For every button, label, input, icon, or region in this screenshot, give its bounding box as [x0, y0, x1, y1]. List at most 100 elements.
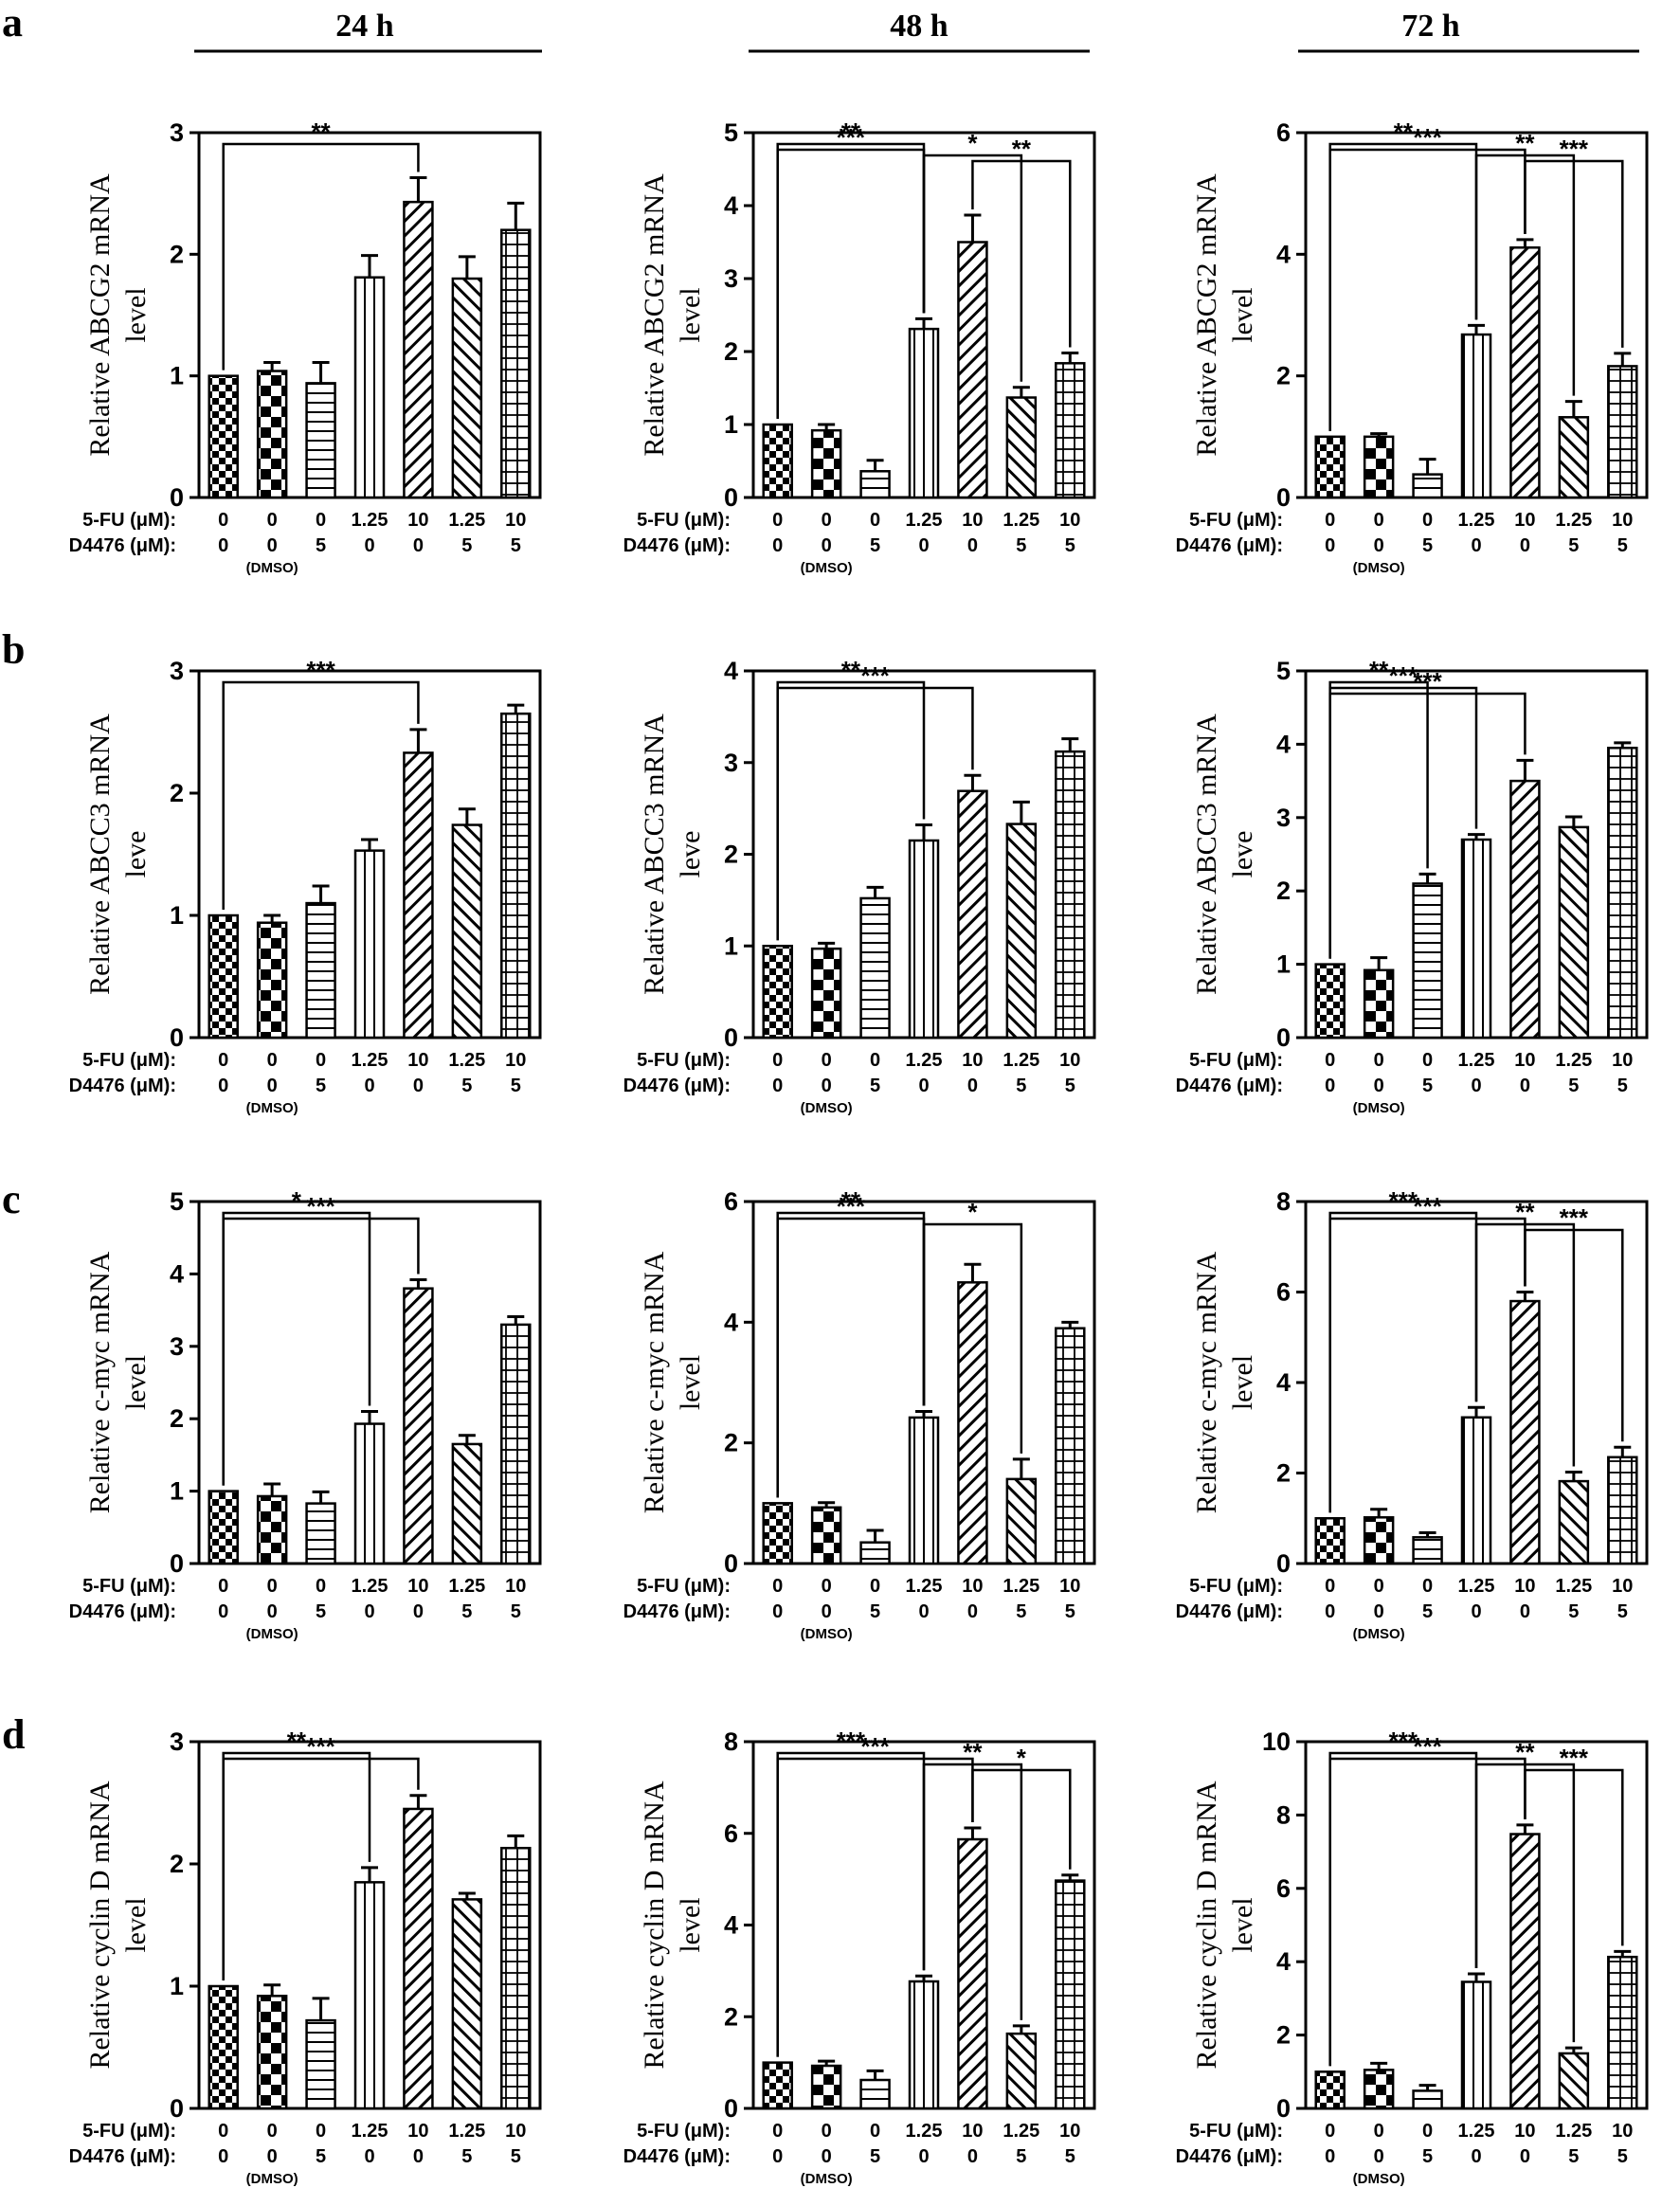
- chart-a-1-x-d4476-2: 0: [267, 535, 278, 556]
- chart-b-1-ytick-label: 0: [170, 1023, 184, 1052]
- chart-b-3-row-label-d4476: D4476 (μM):: [1176, 1076, 1283, 1096]
- chart-a-2-sig-bracket-4: [971, 159, 1072, 348]
- chart-c-3-sig-label-4: ***: [1560, 1203, 1589, 1232]
- chart-b-3-x-d4476-5: 0: [1520, 1076, 1530, 1096]
- chart-c-2-bar-6: [1005, 1477, 1038, 1565]
- chart-c-1-bar-3: [305, 1502, 336, 1565]
- chart-b-2-bar-2: [810, 947, 842, 1040]
- chart-a-2-x-d4476-1: 0: [772, 535, 783, 556]
- chart-d-3-x-d4476-4: 0: [1471, 2146, 1481, 2167]
- chart-a-2-row-label-d4476: D4476 (μM):: [623, 535, 731, 556]
- chart-c-3-ylabel: Relative c-myc mRNA level: [1191, 1251, 1258, 1513]
- chart-a-3-x-5fu-1: 0: [1325, 510, 1335, 531]
- chart-c-1-x-d4476-5: 0: [413, 1601, 424, 1622]
- chart-d-1-x-5fu-7: 10: [505, 2121, 526, 2142]
- chart-a-2-bar-7: [1055, 362, 1086, 499]
- chart-a-1-ytick-label: 1: [170, 362, 184, 390]
- chart-b-1-sig-label-1: ***: [306, 656, 335, 684]
- chart-d-2-x-5fu-4: 1.25: [906, 2121, 943, 2142]
- chart-b-3-sig-label-2: ***: [1389, 661, 1418, 690]
- chart-b-3-x-5fu-4: 1.25: [1458, 1050, 1495, 1071]
- chart-c-3-sig-label-2: ***: [1413, 1192, 1442, 1221]
- chart-c-3-x-d4476-5: 0: [1520, 1601, 1530, 1622]
- chart-a-3-ytick-label: 6: [1276, 118, 1291, 147]
- chart-a-3-sig-label-1: **: [1394, 118, 1414, 146]
- chart-a-1-bar-1: [208, 374, 239, 499]
- chart-c-3-sig-bracket-2: [1328, 1217, 1526, 1513]
- chart-b-1-bar-4: [353, 849, 386, 1040]
- chart-c-2-dmso-label: (DMSO): [801, 1626, 853, 1642]
- chart-c-1-ytick-label: 3: [170, 1332, 184, 1361]
- chart-a-2-bar-1: [762, 423, 793, 499]
- chart-a-2-sig-bracket-3: [922, 154, 1023, 382]
- chart-b-3-x-5fu-7: 10: [1612, 1050, 1633, 1071]
- chart-b-2-x-d4476-6: 5: [1016, 1076, 1026, 1096]
- chart-a-2-bar-4: [908, 327, 940, 499]
- chart-c-2-x-d4476-3: 5: [870, 1601, 880, 1622]
- chart-d-1-bar-1: [208, 1984, 239, 2110]
- chart-c-3-ytick-label: 4: [1276, 1368, 1291, 1397]
- chart-d-2-x-d4476-5: 0: [967, 2146, 978, 2167]
- chart-b-2-x-5fu-3: 0: [870, 1050, 880, 1071]
- chart-c-1-x-d4476-7: 5: [511, 1601, 521, 1622]
- chart-b-1-ylabel-line1: Relative ABCC3 mRNA: [84, 714, 116, 995]
- chart-b-2-ylabel-line1: Relative ABCC3 mRNA: [639, 714, 670, 995]
- chart-a-1-ylabel: Relative ABCG2 mRNA level: [84, 173, 152, 457]
- chart-a-3-bar-7: [1607, 365, 1638, 499]
- chart-c-1-bar-5: [403, 1287, 434, 1565]
- chart-b-3-ylabel-line2: leve: [1227, 831, 1258, 878]
- chart-b-2-bar-4: [908, 839, 940, 1040]
- chart-c-3-row-label-d4476: D4476 (μM):: [1176, 1601, 1283, 1622]
- chart-a-3-ytick-label: 0: [1276, 483, 1291, 512]
- chart-b-2-sig-label-1: **: [841, 656, 861, 684]
- chart-c-2-sig-label-1: **: [841, 1186, 861, 1215]
- chart-c-3-x-5fu-5: 10: [1514, 1576, 1535, 1597]
- chart-b-3-ytick-label: 4: [1276, 730, 1291, 758]
- chart-a-2-ytick-label: 5: [724, 118, 738, 147]
- chart-b-1: 0 1 2 3 Relative ABCC3 mRNA leve *** 5-FU (μM):…: [69, 656, 542, 1116]
- chart-a-1-bar-4: [353, 276, 386, 499]
- chart-c-3-x-5fu-7: 10: [1612, 1576, 1633, 1597]
- chart-c-1-ytick-label: 2: [170, 1404, 184, 1433]
- chart-d-2-sig-label-2: ***: [860, 1732, 890, 1761]
- chart-d-3-ytick-label: 10: [1262, 1727, 1291, 1756]
- chart-b-2-dmso-label: (DMSO): [801, 1100, 853, 1116]
- chart-c-1-ytick-label: 1: [170, 1477, 184, 1506]
- chart-d-1-sig-label-1: **: [287, 1727, 307, 1755]
- chart-b-3-x-d4476-3: 5: [1422, 1076, 1433, 1096]
- chart-a-2-sig-bracket-2: [776, 148, 926, 419]
- chart-b-2-bar-1: [762, 945, 793, 1040]
- chart-c-1-sig-bracket-1: [222, 1211, 371, 1486]
- header-24h: 24 h: [335, 9, 394, 44]
- chart-c-3-sig-bracket-4: [1524, 1228, 1624, 1442]
- chart-d-1-x-5fu-5: 10: [407, 2121, 428, 2142]
- chart-d-3-row-label-5fu: 5-FU (μM):: [1189, 2121, 1283, 2142]
- chart-a-2-ytick-label: 2: [724, 337, 738, 366]
- chart-d-3-sig-label-2: ***: [1413, 1732, 1442, 1761]
- chart-d-3-x-d4476-5: 0: [1520, 2146, 1530, 2167]
- chart-d-2-bar-1: [762, 2061, 793, 2110]
- chart-a-1-ylabel-line2: level: [120, 287, 152, 342]
- chart-c-2-bar-3: [859, 1541, 891, 1565]
- chart-c-1-ylabel-line1: Relative c-myc mRNA: [84, 1251, 116, 1513]
- chart-d-1-bar-6: [451, 1898, 483, 2110]
- chart-c-2-x-5fu-1: 0: [772, 1576, 783, 1597]
- chart-c-1-x-5fu-1: 0: [218, 1576, 228, 1597]
- chart-d-2-row-label-5fu: 5-FU (μM):: [637, 2121, 731, 2142]
- chart-c-1: 0 1 2 3 4 5 Relative c-myc mRNA level * *** 5-FU (…: [69, 1186, 542, 1642]
- chart-d-2-dmso-label: (DMSO): [801, 2171, 853, 2187]
- chart-c-2-x-5fu-3: 0: [870, 1576, 880, 1597]
- chart-b-2-bar-5: [957, 789, 988, 1040]
- chart-a-3-x-d4476-1: 0: [1325, 535, 1335, 556]
- chart-a-3-x-5fu-2: 0: [1374, 510, 1384, 531]
- panel-label-a: a: [2, 0, 23, 45]
- chart-b-2-x-5fu-7: 10: [1059, 1050, 1080, 1071]
- chart-b-2-bar-7: [1055, 750, 1086, 1040]
- chart-b-2-x-d4476-3: 5: [870, 1076, 880, 1096]
- chart-c-2-x-d4476-5: 0: [967, 1601, 978, 1622]
- chart-c-1-ytick-label: 0: [170, 1549, 184, 1578]
- chart-c-1-sig-label-2: ***: [306, 1192, 335, 1221]
- header-72h: 72 h: [1401, 9, 1460, 44]
- chart-d-3-x-d4476-7: 5: [1617, 2146, 1628, 2167]
- chart-d-2-x-d4476-6: 5: [1016, 2146, 1026, 2167]
